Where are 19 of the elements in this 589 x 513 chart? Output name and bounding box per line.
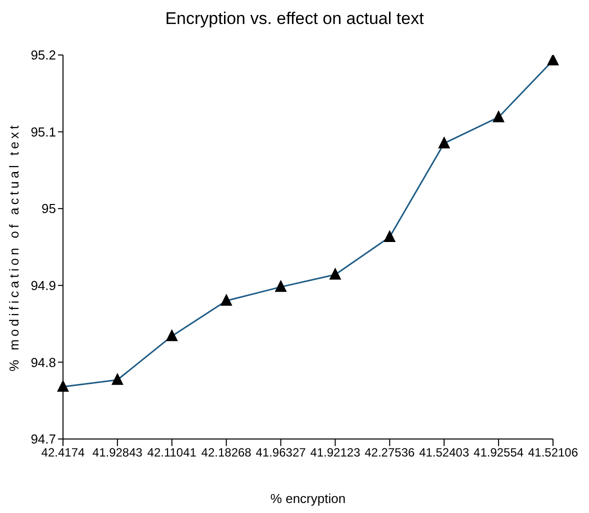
x-tick-label: 42.27536 xyxy=(364,446,416,460)
x-tick-label: 42.4174 xyxy=(41,446,86,460)
chart-title: Encryption vs. effect on actual text xyxy=(164,8,425,30)
x-tick-label: 41.92843 xyxy=(92,446,143,460)
y-tick-label: 94.7 xyxy=(30,432,56,447)
y-tick-label: 95.2 xyxy=(30,48,56,63)
y-tick-label: 95 xyxy=(42,201,56,216)
y-tick-label: 94.9 xyxy=(30,278,56,294)
x-tick-label: 42.11041 xyxy=(147,446,197,460)
x-tick-label: 41.96327 xyxy=(256,446,306,460)
y-tick-label: 95.1 xyxy=(30,124,56,140)
x-tick-label: 41.52106 xyxy=(528,446,578,460)
x-tick-label: 41.52403 xyxy=(419,446,470,460)
y-axis-title: % modification of actual text xyxy=(6,122,22,372)
x-axis-title: % encryption xyxy=(270,491,346,506)
x-tick-label: 41.92123 xyxy=(310,446,361,460)
x-tick-label: 42.18268 xyxy=(201,446,252,460)
y-tick-label: 94.8 xyxy=(30,354,56,370)
x-tick-label: 41.92554 xyxy=(474,446,524,460)
